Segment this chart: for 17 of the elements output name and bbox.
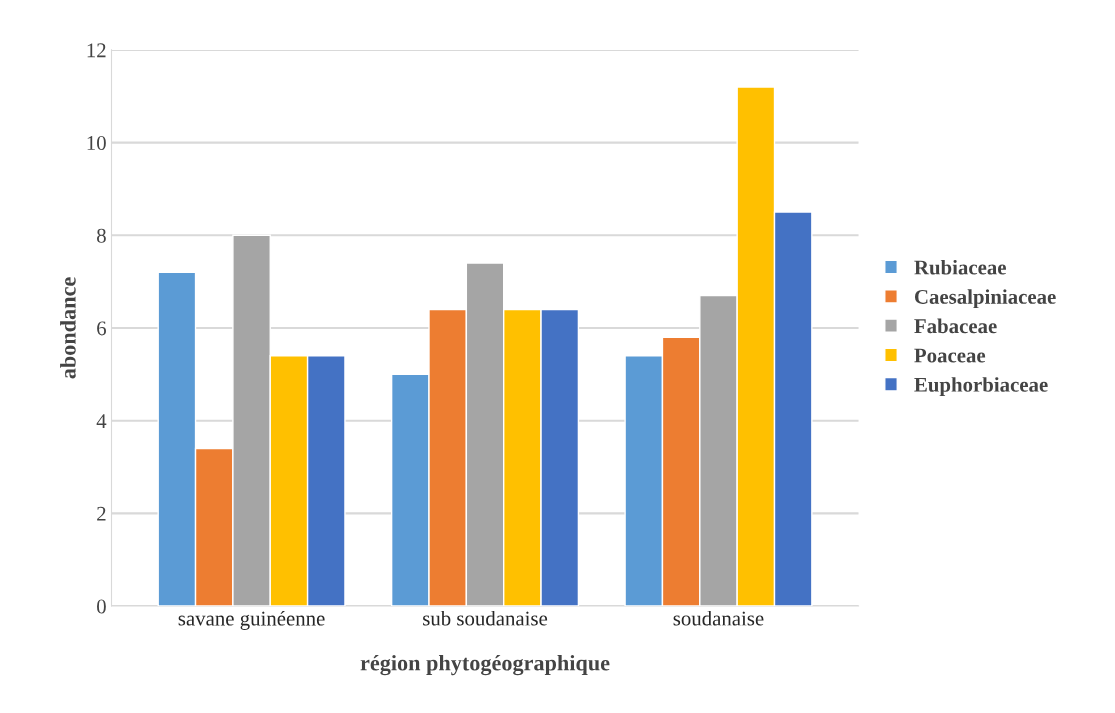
legend-label: Fabaceae xyxy=(914,318,997,334)
legend-label: Poaceae xyxy=(914,348,986,363)
x-axis-title: région phytogéographique xyxy=(360,654,610,676)
x-tick-label: soudanaise xyxy=(673,610,764,626)
y-tick-label: 2 xyxy=(97,506,106,521)
y-tick-label: 0 xyxy=(97,599,106,614)
legend-label: Euphorbiaceae xyxy=(914,377,1048,397)
legend-label: Rubiaceae xyxy=(914,259,1006,275)
y-tick-label: 10 xyxy=(87,135,106,151)
y-tick-label: 6 xyxy=(97,321,107,336)
y-tick-label: 4 xyxy=(96,414,107,428)
y-tick-label: 8 xyxy=(97,228,106,243)
y-axis-title: abondance xyxy=(60,277,76,379)
y-tick-label: 12 xyxy=(87,43,106,58)
x-tick-label: savane guinéenne xyxy=(178,610,325,630)
legend-label: Caesalpiniaceae xyxy=(914,289,1056,309)
x-tick-label: sub soudanaise xyxy=(423,610,548,626)
